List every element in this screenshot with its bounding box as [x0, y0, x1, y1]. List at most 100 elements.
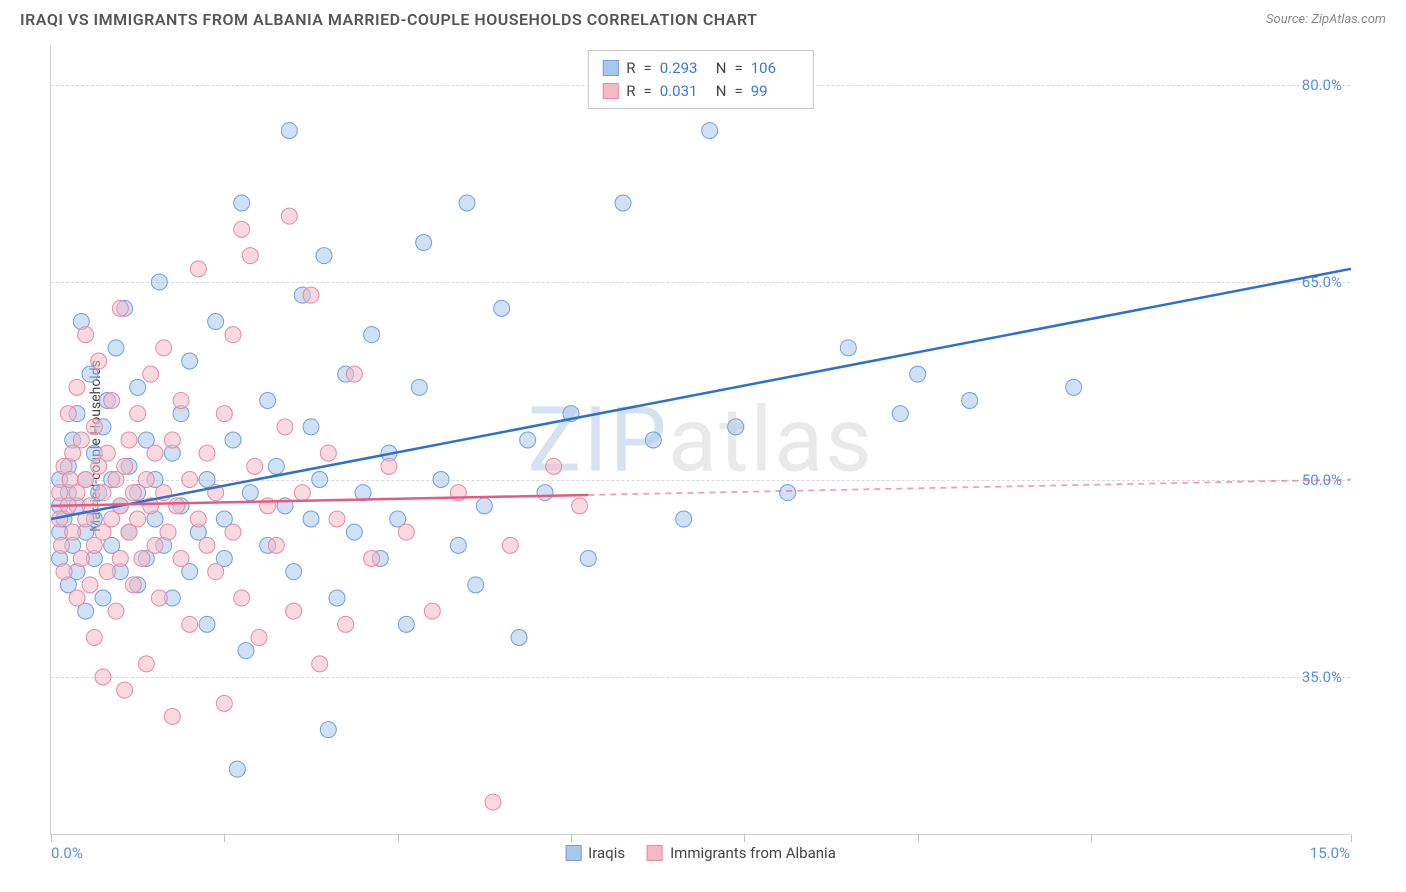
x-tick	[398, 834, 399, 842]
stat-n-label: N	[716, 80, 727, 103]
data-point	[125, 485, 141, 501]
data-point	[502, 537, 518, 553]
data-point	[962, 393, 978, 409]
data-point	[104, 393, 120, 409]
stat-n-label: N	[716, 57, 727, 80]
data-point	[169, 498, 185, 514]
x-tick	[744, 834, 745, 842]
data-point	[112, 300, 128, 316]
data-point	[416, 235, 432, 251]
data-point	[160, 524, 176, 540]
data-point	[125, 577, 141, 593]
data-point	[251, 630, 267, 646]
data-point	[281, 208, 297, 224]
data-point	[229, 761, 245, 777]
data-point	[164, 432, 180, 448]
data-point	[199, 445, 215, 461]
stat-r-value-a: 0.293	[660, 57, 708, 80]
data-point	[69, 590, 85, 606]
data-point	[65, 524, 81, 540]
stats-row-series-b: R = 0.031 N = 99	[602, 80, 798, 103]
data-point	[312, 656, 328, 672]
stat-eq: =	[734, 57, 742, 80]
data-point	[73, 551, 89, 567]
legend-label-b: Immigrants from Albania	[670, 844, 836, 862]
data-point	[147, 445, 163, 461]
data-point	[485, 794, 501, 810]
data-point	[151, 274, 167, 290]
data-point	[151, 590, 167, 606]
data-point	[156, 340, 172, 356]
data-point	[99, 445, 115, 461]
data-point	[234, 221, 250, 237]
data-point	[346, 366, 362, 382]
data-point	[95, 590, 111, 606]
x-tick	[571, 834, 572, 842]
trend-line-extrapolated	[588, 480, 1351, 495]
x-tick	[918, 834, 919, 842]
data-point	[286, 564, 302, 580]
correlation-stats-box: R = 0.293 N = 106 R = 0.031 N = 99	[587, 50, 813, 109]
x-axis-min-label: 0.0%	[51, 844, 83, 862]
data-point	[164, 709, 180, 725]
data-point	[82, 577, 98, 593]
data-point	[892, 406, 908, 422]
stat-r-label: R	[626, 80, 635, 103]
chart-title: IRAQI VS IMMIGRANTS FROM ALBANIA MARRIED…	[20, 10, 757, 29]
data-point	[329, 590, 345, 606]
data-point	[546, 458, 562, 474]
stat-n-value-b: 99	[751, 80, 799, 103]
data-point	[78, 472, 94, 488]
scatter-svg	[51, 45, 1350, 834]
data-point	[702, 123, 718, 139]
data-point	[476, 498, 492, 514]
data-point	[138, 656, 154, 672]
data-point	[281, 123, 297, 139]
data-point	[294, 485, 310, 501]
data-point	[173, 393, 189, 409]
x-tick	[1351, 834, 1352, 842]
x-tick	[224, 834, 225, 842]
data-point	[411, 379, 427, 395]
data-point	[121, 432, 137, 448]
data-point	[459, 195, 475, 211]
data-point	[225, 327, 241, 343]
data-point	[242, 485, 258, 501]
data-point	[234, 195, 250, 211]
data-point	[143, 366, 159, 382]
source-attribution: Source: ZipAtlas.com	[1266, 12, 1386, 27]
data-point	[303, 419, 319, 435]
data-point	[208, 564, 224, 580]
data-point	[182, 472, 198, 488]
data-point	[381, 458, 397, 474]
data-point	[364, 551, 380, 567]
series-legend: Iraqis Immigrants from Albania	[565, 844, 836, 862]
data-point	[580, 551, 596, 567]
data-point	[572, 498, 588, 514]
data-point	[199, 537, 215, 553]
data-point	[130, 511, 146, 527]
data-point	[676, 511, 692, 527]
data-point	[398, 524, 414, 540]
data-point	[216, 695, 232, 711]
data-point	[260, 393, 276, 409]
data-point	[615, 195, 631, 211]
swatch-series-a	[602, 60, 618, 76]
data-point	[53, 537, 69, 553]
data-point	[520, 432, 536, 448]
data-point	[199, 616, 215, 632]
data-point	[225, 432, 241, 448]
data-point	[450, 537, 466, 553]
data-point	[329, 511, 345, 527]
legend-item-b: Immigrants from Albania	[647, 844, 836, 862]
data-point	[346, 524, 362, 540]
data-point	[468, 577, 484, 593]
data-point	[216, 406, 232, 422]
stats-row-series-a: R = 0.293 N = 106	[602, 57, 798, 80]
data-point	[78, 327, 94, 343]
stat-eq: =	[734, 80, 742, 103]
data-point	[173, 551, 189, 567]
data-point	[91, 353, 107, 369]
data-point	[182, 616, 198, 632]
data-point	[147, 537, 163, 553]
